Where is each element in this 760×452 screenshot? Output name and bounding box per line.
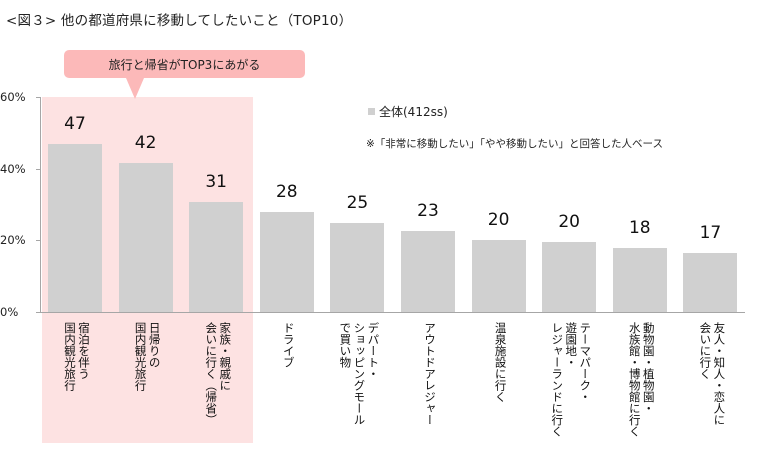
category-label: 日帰りの 国内観光旅行 [133, 322, 162, 391]
bar [189, 202, 244, 312]
bar [471, 240, 526, 312]
bar-value-label: 31 [205, 172, 227, 193]
bar [118, 162, 173, 312]
legend-label: 全体(412ss) [379, 105, 448, 119]
category-label: 宿泊を伴う 国内観光旅行 [63, 322, 91, 391]
y-tick-mark [36, 168, 40, 170]
category-label: 動物園・植物園・ 水族館・博物館に行く [627, 322, 656, 437]
bar-value-label: 28 [275, 182, 298, 203]
y-tick-mark [36, 240, 40, 242]
bar-value-label: 20 [487, 210, 510, 231]
y-tick-mark [36, 97, 40, 98]
x-axis [40, 312, 745, 313]
category-label: テーマパーク・ 遊園地・ レジャーランドに行く [550, 322, 593, 437]
y-tick-mark [36, 312, 40, 313]
category-label: デパート・ ショッピングモール で買い物 [338, 322, 381, 426]
bar [612, 247, 667, 312]
category-label: アウトドアレジャー [423, 322, 437, 426]
chart-title: <図３> 他の都道府県に移動してしたいこと（TOP10） [6, 13, 353, 29]
bar [330, 223, 385, 312]
bar-value-label: 17 [699, 223, 722, 244]
y-tick-label: 60% [0, 90, 26, 104]
category-label: 温泉施設に行く [493, 322, 508, 403]
bar-value-label: 18 [628, 217, 651, 238]
bar [542, 241, 597, 312]
bar-value-label: 42 [134, 132, 157, 153]
bar [48, 143, 102, 312]
y-axis [40, 97, 41, 313]
y-tick-label: 0% [0, 305, 19, 319]
category-label: 家族・親戚に 会いに行く（帰省） [204, 322, 233, 426]
y-tick-label: 40% [0, 161, 26, 176]
bar-value-label: 23 [417, 201, 439, 222]
legend-swatch-icon [368, 108, 375, 115]
legend: 全体(412ss) [368, 103, 448, 120]
bar [401, 231, 455, 312]
y-tick-label: 20% [0, 233, 26, 248]
bar [683, 253, 738, 312]
callout-text: 旅行と帰省がTOP3にあがる [108, 57, 261, 72]
bar-value-label: 25 [346, 193, 369, 214]
top3-callout: 旅行と帰省がTOP3にあがる [64, 50, 305, 78]
bar-value-label: 20 [558, 211, 580, 232]
category-label: 友人・知人・恋人に 会いに行く [698, 322, 727, 426]
base-note: ※「非常に移動したい」「やや移動したい」と回答した人ベース [366, 138, 664, 150]
bar [259, 212, 314, 312]
callout-pointer [126, 78, 144, 99]
category-label: ドライブ [281, 322, 296, 368]
bar-value-label: 47 [64, 113, 86, 134]
